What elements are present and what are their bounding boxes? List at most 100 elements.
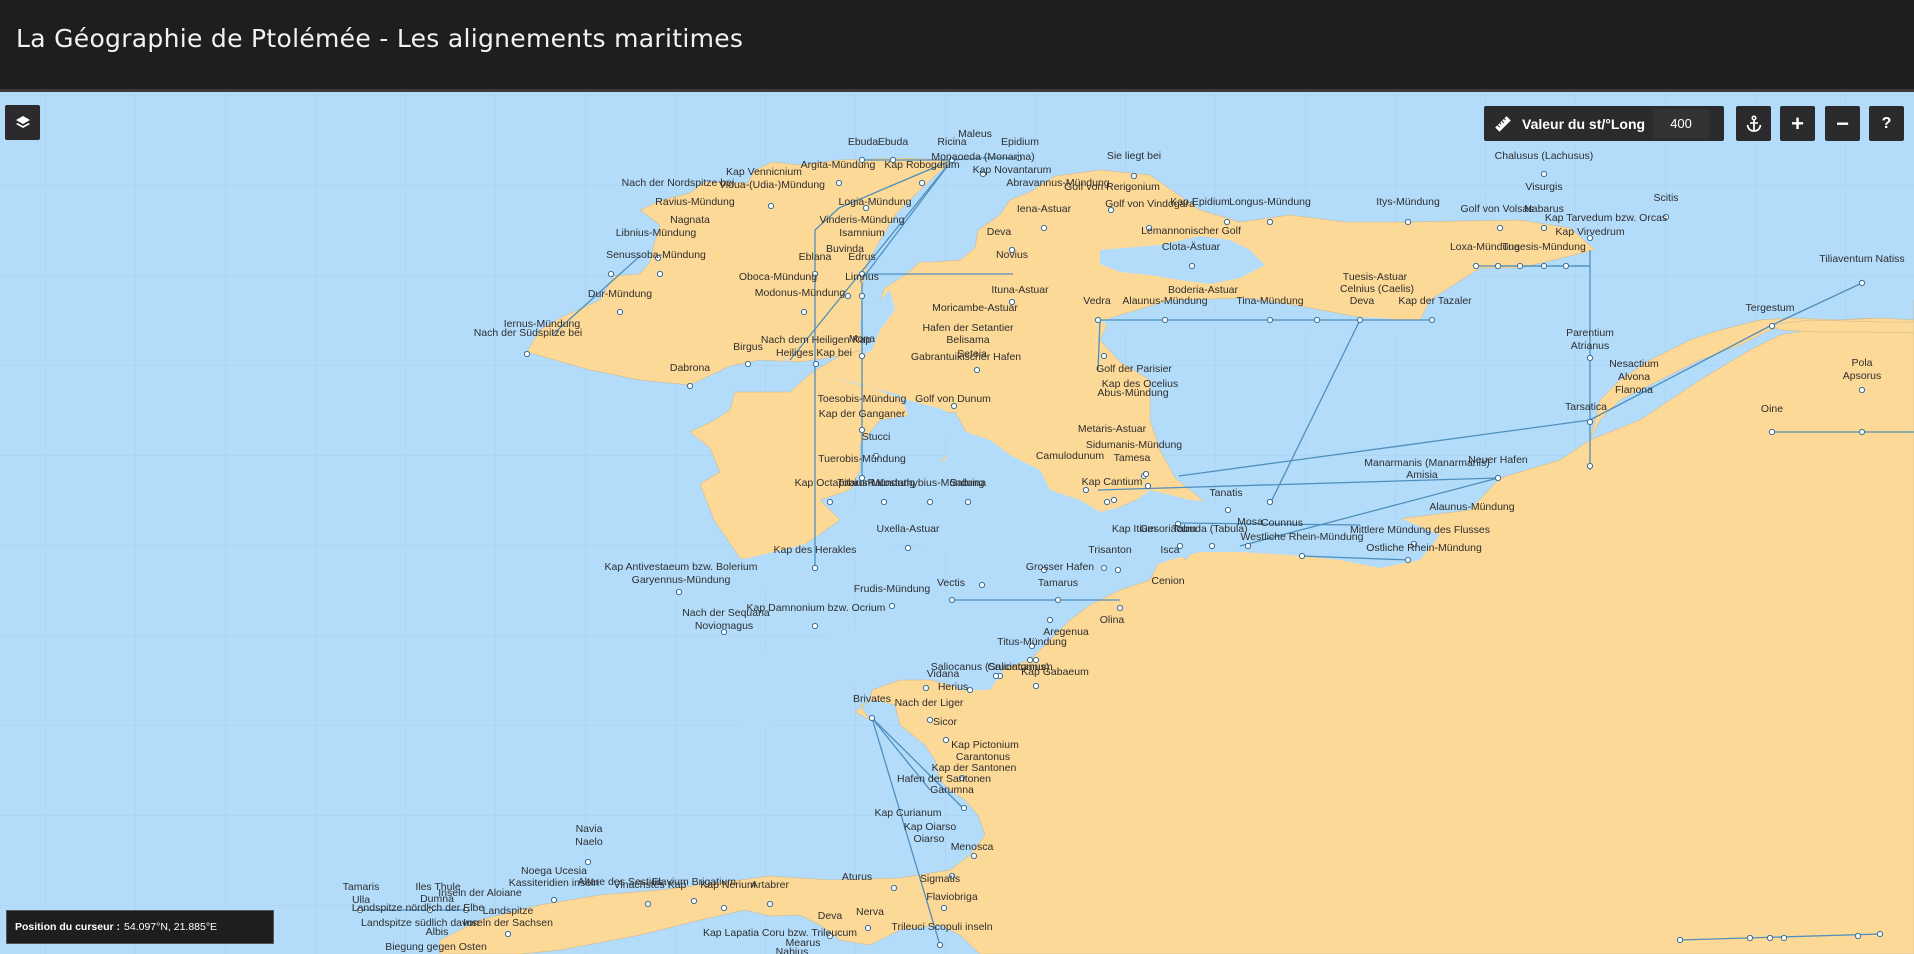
zoom-in-button[interactable]: + [1780, 106, 1815, 141]
map-label: Oboca-Mündung [739, 271, 817, 283]
map-label: Ebuda [878, 136, 909, 148]
map-label: Golf der Parisier [1096, 363, 1172, 375]
map-label: Garumna [930, 784, 974, 796]
layers-icon [15, 115, 30, 128]
map-label: Clota-Ästuar [1162, 241, 1221, 253]
map-label: Kap der Tazaler [1398, 295, 1472, 307]
map-label: Flanona [1615, 384, 1653, 396]
map-label: Isca [1160, 544, 1179, 556]
map-label: Gesoriacum [1140, 523, 1197, 535]
layers-button[interactable] [5, 105, 40, 140]
map-label: Kap Itium [1112, 523, 1157, 535]
map-label: Golf von Rerigonium [1064, 181, 1160, 193]
map-label: Dur-Mündung [588, 288, 652, 300]
map-label: Alvona [1618, 371, 1650, 383]
map-label: Herius [938, 681, 968, 693]
map-label: Celnius (Caelis) [1340, 283, 1414, 295]
map-label: Nach der Südspitze bei [474, 327, 583, 339]
map-label: Metaris-Astuar [1078, 423, 1147, 435]
help-label: ? [1881, 114, 1892, 132]
map-label: Kap Vennicnium [726, 166, 802, 178]
map-label: Dumna [420, 893, 454, 905]
map-label: Golf von Volsas [1461, 203, 1534, 215]
map-label: Ravius-Mündung [655, 196, 735, 208]
map-label: Buvinda [826, 243, 864, 255]
map-label: Loxa-Mündung [1450, 241, 1520, 253]
anchor-button[interactable] [1736, 106, 1771, 141]
help-button[interactable]: ? [1869, 106, 1904, 141]
map-label: Inseln der Sachsen [463, 917, 553, 929]
map-canvas[interactable]: Ebuda Ebuda Maleus Ricina Epidium Argita-Münd… [0, 95, 1914, 954]
map-label: Abravannus-Mündung [1006, 177, 1109, 189]
map-label: Westliche Rhein-Mündung [1241, 531, 1364, 543]
map-label: Nabarus [1524, 203, 1564, 215]
map-label: Sidumanis-Mündung [1086, 439, 1182, 451]
cursor-position-value: 54.097°N, 21.885°E [124, 921, 218, 933]
map-label: Mearus [785, 937, 820, 949]
map-label: Longus-Mündung [1229, 196, 1311, 208]
map-label: Kap der Santonen [932, 762, 1017, 774]
map-label: Tiliaventum Natiss [1819, 253, 1904, 265]
map-label: Garyennus-Mündung [632, 574, 731, 586]
map-label: Scitis [1653, 192, 1678, 204]
map-label: Kap des Ocelius [1102, 378, 1178, 390]
map-label: Mittlere Mündung des Flusses [1350, 524, 1490, 536]
map-label: Epidium [1001, 136, 1039, 148]
map-label: Olina [1100, 614, 1125, 626]
map-label: Tuaesis-Mündung [1502, 241, 1586, 253]
map-label: Amisia [1406, 469, 1438, 481]
map-label: Landspitze nördlich der Elbe [352, 902, 485, 914]
map-label: Artabrer [751, 879, 789, 891]
map-label: Vedra [1083, 295, 1111, 307]
map-label: Neuer Hafen [1468, 454, 1528, 466]
cursor-position-label: Position du curseur : [15, 921, 121, 933]
scale-label: Valeur du st/°Long [1522, 115, 1646, 132]
map-label: Tamesa [1114, 452, 1151, 464]
map-label: Kap Cantium [1082, 476, 1143, 488]
ruler-icon [1495, 115, 1511, 132]
map-label: Tergestum [1745, 302, 1794, 314]
map-label: Menosca [951, 841, 994, 853]
map-label: Senussoba-Mündung [606, 249, 706, 261]
map-label: Inseln der Aloiane [438, 887, 522, 899]
map-label: Kap Virvedrum [1555, 226, 1625, 238]
map-label: Oine [1761, 403, 1783, 415]
map-label: Kap Oiarso [904, 821, 957, 833]
map-label: Dabrona [670, 362, 710, 374]
map-label: Hafen der Santonen [897, 773, 991, 785]
map-label: Stucci [862, 431, 891, 443]
scale-control: Valeur du st/°Long [1484, 106, 1724, 141]
map-label: Logia-Mündung [839, 196, 912, 208]
map-label: Counnus [1261, 517, 1303, 529]
map-label: Kap Lapatia Coru bzw. Trileucum [703, 927, 857, 939]
map-label: Saliocanus (Salioncanus) [931, 661, 1049, 673]
map-label: Kap des Herakles [774, 544, 857, 556]
land-skandia [1769, 319, 1914, 334]
map-label: Deva [987, 226, 1012, 238]
map-label: Ulla [352, 894, 370, 906]
map-label: Tobius-Mündung [837, 477, 915, 489]
map-label: Alaunus-Mündung [1122, 295, 1207, 307]
map-label: Apsorus [1843, 370, 1882, 382]
ruler-button[interactable] [1494, 115, 1512, 133]
page-title: La Géographie de Ptolémée - Les aligneme… [16, 24, 744, 53]
map-label: Iles Thule [415, 881, 460, 893]
map-label: Deva [1350, 295, 1375, 307]
map-label: Naelo [575, 836, 603, 848]
map-label: Noviomagus [695, 620, 753, 632]
anchor-icon [1746, 114, 1761, 132]
map-label: Pola [1851, 357, 1872, 369]
map-label: Moricambe-Astuar [932, 302, 1018, 314]
map-label: Kap Antivestaeum bzw. Bolerium [605, 561, 758, 573]
map-label: Aregenua [1043, 626, 1089, 638]
map-label: Kap Octapitarum [795, 477, 874, 489]
map-label: Tarsatica [1565, 401, 1607, 413]
map-label: Visurgis [1525, 181, 1562, 193]
scale-value-input[interactable] [1653, 109, 1710, 138]
alignment-nodes[interactable] [356, 154, 1884, 949]
map-label: Ostliche Rhein-Mündung [1366, 542, 1482, 554]
zoom-out-button[interactable]: − [1825, 106, 1860, 141]
map-label: Trisanton [1088, 544, 1132, 556]
map-label: Nesactium [1609, 358, 1659, 370]
app-header: La Géographie de Ptolémée - Les aligneme… [0, 0, 1914, 92]
